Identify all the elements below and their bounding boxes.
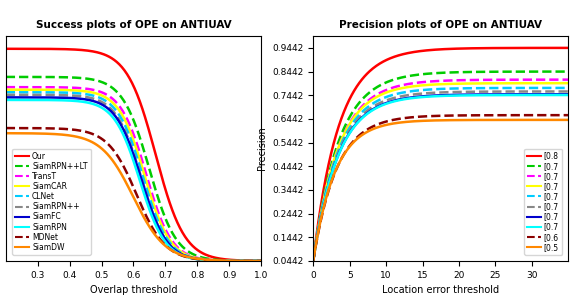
- Title: Precision plots of OPE on ANTIUAV: Precision plots of OPE on ANTIUAV: [339, 20, 542, 30]
- Legend: [0.8, [0.7, [0.7, [0.7, [0.7, [0.7, [0.7, [0.7, [0.6, [0.5: [0.8, [0.7, [0.7, [0.7, [0.7, [0.7, [0.7…: [524, 148, 562, 255]
- Title: Success plots of OPE on ANTIUAV: Success plots of OPE on ANTIUAV: [35, 20, 231, 30]
- Legend: Our, SiamRPN++LT, TransT, SiamCAR, CLNet, SiamRPN++, SiamFC, SiamRPN, MDNet, Sia: Our, SiamRPN++LT, TransT, SiamCAR, CLNet…: [12, 148, 90, 255]
- Y-axis label: Precision: Precision: [257, 127, 267, 170]
- X-axis label: Location error threshold: Location error threshold: [382, 285, 499, 295]
- X-axis label: Overlap threshold: Overlap threshold: [90, 285, 177, 295]
